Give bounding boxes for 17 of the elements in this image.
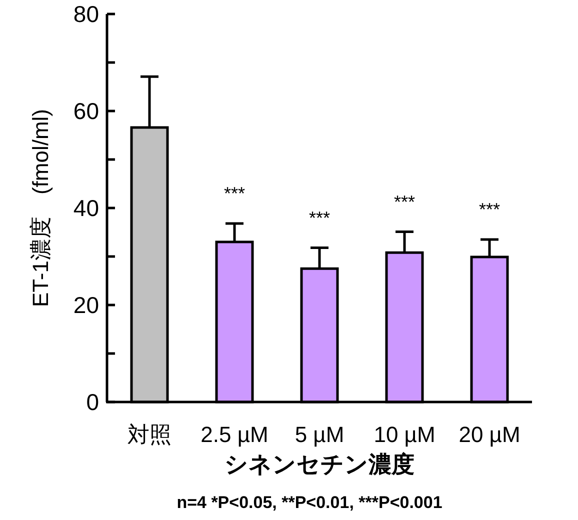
x-tick-label: 2.5 µM [200,422,268,447]
x-tick-label: 10 µM [374,422,436,447]
y-tick-label: 20 [73,292,99,318]
y-tick-label: 40 [73,195,99,221]
y-tick-label: 0 [86,389,99,415]
data-label: *** [394,192,416,212]
x-axis-title: シネンセチン濃度 [224,451,414,477]
x-tick-label: 5 µM [294,422,344,447]
text: n=4 *P<0.05, **P<0.01, ***P<0.001 [176,493,442,512]
data-label: *** [478,200,500,220]
y-tick-label: 60 [73,98,99,124]
data-label: *** [224,184,246,204]
x-tick-label: 対照 [128,422,172,447]
data-label: *** [308,208,330,228]
x-tick-label: 20 µM [458,422,520,447]
y-tick-label: 80 [73,1,99,27]
y-axis-title: ET-1濃度 (fmol/ml) [28,109,53,307]
